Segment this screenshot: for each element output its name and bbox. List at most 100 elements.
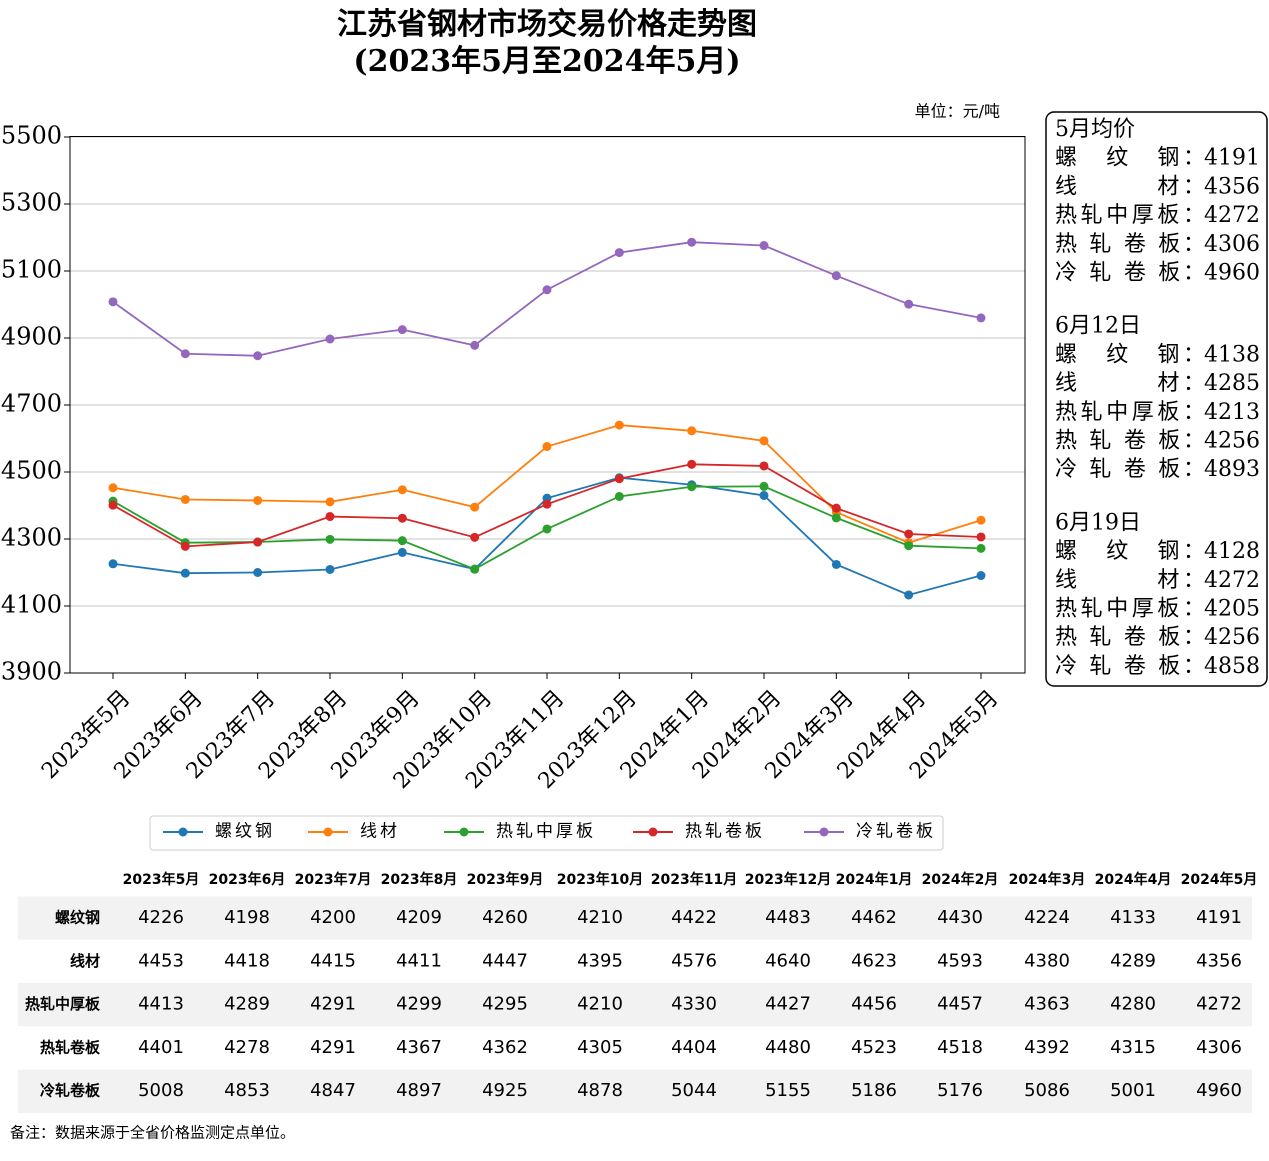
table-cell: 4576 <box>671 950 717 971</box>
point <box>976 571 986 581</box>
legend-label: 热轧中厚板 <box>496 822 596 842</box>
info-value: 4893 <box>1204 457 1260 482</box>
table-cell: 4224 <box>1024 907 1070 928</box>
point <box>397 325 407 335</box>
info-value: 4356 <box>1204 174 1260 199</box>
info-label: 热 轧 卷 板： <box>1055 232 1205 257</box>
legend-marker <box>178 827 188 837</box>
table-cell: 4925 <box>482 1080 528 1101</box>
table-col-header: 2023年10月 <box>557 871 643 888</box>
table-col-header: 2023年12月 <box>745 871 831 888</box>
table-cell: 5155 <box>765 1080 811 1101</box>
table-cell: 4272 <box>1196 994 1242 1015</box>
table-col-header: 2024年4月 <box>1095 871 1172 888</box>
chart-title: 江苏省钢材市场交易价格走势图 <box>337 7 757 42</box>
legend-label: 热轧卷板 <box>685 822 765 842</box>
point <box>759 436 769 446</box>
table-cell: 4289 <box>1110 950 1156 971</box>
table-cell: 4457 <box>937 994 983 1015</box>
info-label: 冷 轧 卷 板： <box>1055 457 1205 482</box>
point <box>542 524 552 534</box>
table-row-bg <box>18 1069 1252 1113</box>
y-tick-label: 3900 <box>1 658 62 686</box>
table-cell: 4367 <box>396 1037 442 1058</box>
table-cell: 4897 <box>396 1080 442 1101</box>
table-cell: 4518 <box>937 1037 983 1058</box>
point <box>687 459 697 469</box>
point <box>831 513 841 523</box>
table-cell: 4210 <box>577 994 623 1015</box>
table-cell: 4878 <box>577 1080 623 1101</box>
y-tick-label: 5300 <box>1 189 62 217</box>
unit-label: 单位：元/吨 <box>915 102 1000 121</box>
table-cell: 4380 <box>1024 950 1070 971</box>
info-value: 4191 <box>1204 146 1260 171</box>
point <box>904 590 914 600</box>
legend-box <box>149 815 944 851</box>
point <box>108 559 118 569</box>
table-cell: 4447 <box>482 950 528 971</box>
table-cell: 5086 <box>1024 1080 1070 1101</box>
table-cell: 4291 <box>310 994 356 1015</box>
point <box>614 474 624 484</box>
point <box>397 485 407 495</box>
table-cell: 4260 <box>482 907 528 928</box>
point <box>325 512 335 522</box>
y-tick-label: 4900 <box>1 323 62 351</box>
table-col-header: 2023年6月 <box>209 871 286 888</box>
table-cell: 5044 <box>671 1080 717 1101</box>
legend-label: 冷轧卷板 <box>856 822 936 842</box>
table-row-bg <box>18 983 1252 1027</box>
point <box>325 497 335 507</box>
info-value: 4858 <box>1204 654 1260 679</box>
table-cell: 4315 <box>1110 1037 1156 1058</box>
table-cell: 4191 <box>1196 907 1242 928</box>
info-heading: 6月19日 <box>1055 510 1141 535</box>
info-box <box>1045 111 1268 687</box>
point <box>831 503 841 513</box>
table-cell: 4456 <box>851 994 897 1015</box>
table-cell: 4413 <box>138 994 184 1015</box>
info-heading: 6月12日 <box>1055 314 1141 339</box>
table-cell: 4392 <box>1024 1037 1070 1058</box>
point <box>759 481 769 491</box>
y-tick-label: 5500 <box>1 122 62 150</box>
y-tick-label: 4500 <box>1 457 62 485</box>
info-label: 冷 轧 卷 板： <box>1055 654 1205 679</box>
point <box>904 299 914 309</box>
info-value: 4205 <box>1204 597 1260 622</box>
table-cell: 5176 <box>937 1080 983 1101</box>
table-cell: 4363 <box>1024 994 1070 1015</box>
table-cell: 4401 <box>138 1037 184 1058</box>
point <box>614 491 624 501</box>
point <box>180 349 190 359</box>
table-col-header: 2023年11月 <box>651 871 737 888</box>
table-cell: 4415 <box>310 950 356 971</box>
point <box>325 564 335 574</box>
point <box>759 461 769 471</box>
y-tick-label: 4100 <box>1 591 62 619</box>
point <box>614 248 624 258</box>
point <box>976 532 986 542</box>
info-value: 4138 <box>1204 342 1260 367</box>
table-cell: 4362 <box>482 1037 528 1058</box>
table-cell: 4198 <box>224 907 270 928</box>
table-col-header: 2024年5月 <box>1181 871 1258 888</box>
point <box>180 494 190 504</box>
table-row-header: 热轧中厚板 <box>25 995 101 1013</box>
point <box>108 500 118 510</box>
table-cell: 4404 <box>671 1037 717 1058</box>
legend-marker <box>648 827 658 837</box>
info-value: 4285 <box>1204 371 1260 396</box>
table-row-header: 线材 <box>70 952 100 970</box>
info-label: 热 轧 卷 板： <box>1055 429 1205 454</box>
point <box>976 313 986 323</box>
table-row-header: 冷轧卷板 <box>40 1082 101 1100</box>
table-cell: 4200 <box>310 907 356 928</box>
point <box>325 534 335 544</box>
table-cell: 4960 <box>1196 1080 1242 1101</box>
table-cell: 4422 <box>671 907 717 928</box>
table-cell: 4226 <box>138 907 184 928</box>
table-cell: 4306 <box>1196 1037 1242 1058</box>
table-cell: 5008 <box>138 1080 184 1101</box>
